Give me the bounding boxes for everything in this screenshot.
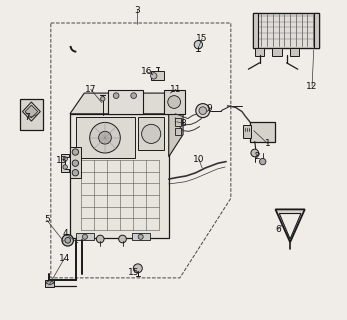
Circle shape <box>142 124 161 143</box>
Circle shape <box>251 149 259 157</box>
Circle shape <box>90 123 120 153</box>
Bar <box>45 280 54 287</box>
Text: 15: 15 <box>196 34 208 43</box>
Text: 9: 9 <box>206 104 212 113</box>
Circle shape <box>133 264 142 273</box>
Bar <box>20 99 43 130</box>
Bar <box>108 90 143 114</box>
Polygon shape <box>61 154 69 172</box>
Bar <box>138 117 164 150</box>
Text: 8: 8 <box>180 119 186 128</box>
Bar <box>272 48 282 56</box>
Text: 4: 4 <box>63 229 69 238</box>
Polygon shape <box>276 209 305 242</box>
Polygon shape <box>25 105 38 118</box>
Bar <box>164 90 185 114</box>
Bar <box>290 48 299 56</box>
Circle shape <box>63 165 67 169</box>
Bar <box>243 125 251 138</box>
Bar <box>255 48 264 56</box>
Bar <box>175 127 181 135</box>
Text: 12: 12 <box>306 82 318 91</box>
Polygon shape <box>23 102 40 121</box>
Bar <box>151 71 164 80</box>
Circle shape <box>72 170 78 176</box>
Bar <box>70 147 81 178</box>
Polygon shape <box>169 93 183 157</box>
Bar <box>76 117 135 158</box>
Circle shape <box>131 93 136 99</box>
Circle shape <box>99 131 111 144</box>
Text: 11: 11 <box>170 85 182 94</box>
Circle shape <box>168 96 180 108</box>
Text: 10: 10 <box>193 155 205 164</box>
Circle shape <box>65 237 70 243</box>
Circle shape <box>62 235 74 246</box>
Bar <box>76 233 94 240</box>
Bar <box>70 114 169 238</box>
Text: 14: 14 <box>59 254 70 263</box>
Bar <box>250 122 276 141</box>
Text: 3: 3 <box>134 6 140 15</box>
Circle shape <box>260 158 266 165</box>
Circle shape <box>72 149 78 155</box>
Text: 16: 16 <box>141 67 152 76</box>
Bar <box>132 233 150 240</box>
Text: 6: 6 <box>275 225 281 234</box>
Text: 1: 1 <box>265 139 270 148</box>
Circle shape <box>82 234 87 239</box>
Text: 17: 17 <box>85 85 96 94</box>
Circle shape <box>194 41 203 49</box>
Text: 15: 15 <box>128 268 139 277</box>
Circle shape <box>151 73 157 79</box>
Circle shape <box>113 93 119 99</box>
Bar <box>314 13 320 48</box>
Circle shape <box>63 157 67 161</box>
Circle shape <box>72 160 78 166</box>
Text: 2: 2 <box>254 152 260 161</box>
Circle shape <box>119 235 126 243</box>
Circle shape <box>96 235 104 243</box>
Text: 7: 7 <box>24 114 30 123</box>
Circle shape <box>199 107 206 115</box>
Bar <box>175 118 181 126</box>
Text: 5: 5 <box>44 215 50 224</box>
Circle shape <box>101 97 105 101</box>
Polygon shape <box>45 280 54 285</box>
Text: 13: 13 <box>56 156 67 165</box>
Circle shape <box>196 104 210 118</box>
Bar <box>253 13 320 48</box>
Circle shape <box>138 234 143 239</box>
Polygon shape <box>70 93 183 114</box>
Polygon shape <box>279 213 301 239</box>
Bar <box>253 13 258 48</box>
